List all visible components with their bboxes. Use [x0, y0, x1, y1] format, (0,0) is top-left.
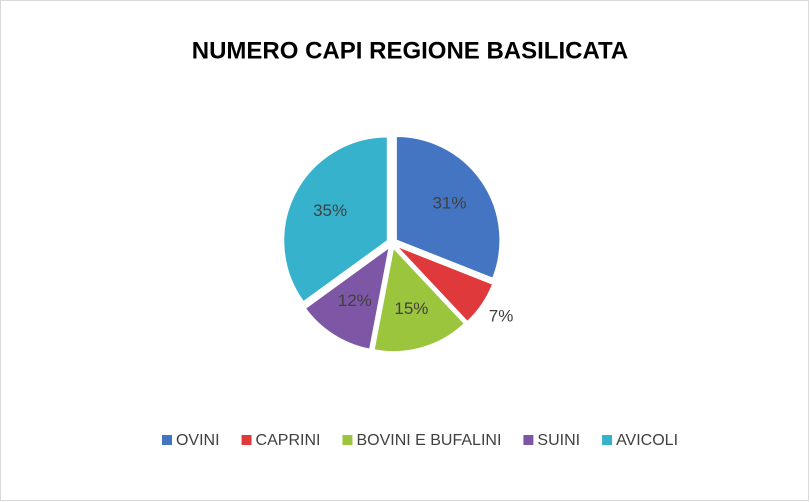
legend-swatch [523, 435, 534, 445]
legend-label: OVINI [176, 432, 220, 449]
legend-item: CAPRINI [241, 432, 321, 449]
legend-item: AVICOLI [602, 432, 678, 449]
pie-slice [373, 246, 466, 353]
legend-swatch [342, 435, 353, 445]
chart-title: NUMERO CAPI REGIONE BASILICATA [192, 37, 628, 64]
legend-swatch [241, 435, 252, 445]
legend-item: SUINI [523, 432, 580, 449]
legend-label: SUINI [537, 432, 580, 449]
legend-label: AVICOLI [616, 432, 678, 449]
legend-label: BOVINI E BUFALINI [356, 432, 501, 449]
data-label: 15% [394, 299, 428, 318]
legend-item: OVINI [161, 432, 220, 449]
data-label: 31% [432, 193, 466, 212]
legend-item: BOVINI E BUFALINI [342, 432, 501, 449]
data-label: 7% [489, 307, 514, 326]
pie-slice [282, 135, 389, 303]
pie-slice [395, 135, 501, 280]
pie-slice [304, 245, 391, 351]
legend-label: CAPRINI [256, 432, 321, 449]
data-label: 35% [313, 201, 347, 220]
legend-swatch [602, 435, 613, 445]
data-label: 12% [338, 291, 372, 310]
pie-slice [395, 245, 494, 323]
legend-swatch [161, 435, 172, 445]
